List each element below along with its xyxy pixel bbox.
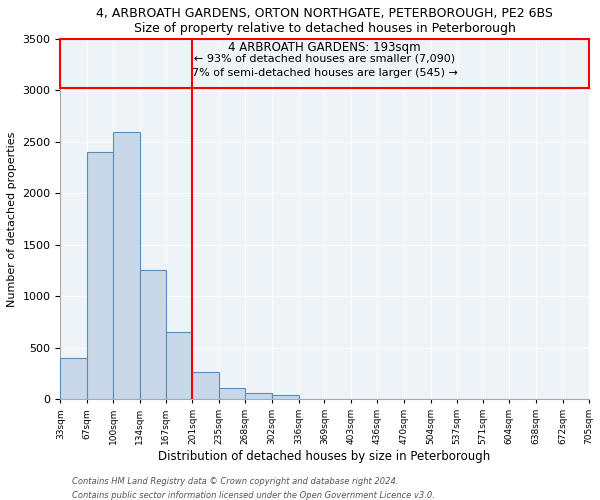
Text: 7% of semi-detached houses are larger (545) →: 7% of semi-detached houses are larger (5… [191,68,457,78]
X-axis label: Distribution of detached houses by size in Peterborough: Distribution of detached houses by size … [158,450,491,463]
Bar [140,270,166,399]
Bar [61,39,589,88]
Bar [219,388,245,399]
Title: 4, ARBROATH GARDENS, ORTON NORTHGATE, PETERBOROUGH, PE2 6BS
Size of property rel: 4, ARBROATH GARDENS, ORTON NORTHGATE, PE… [96,7,553,35]
Bar [61,358,87,399]
Bar [87,152,113,399]
Text: Contains HM Land Registry data © Crown copyright and database right 2024.
Contai: Contains HM Land Registry data © Crown c… [72,478,435,500]
Bar [113,132,140,399]
Y-axis label: Number of detached properties: Number of detached properties [7,132,17,306]
Text: 4 ARBROATH GARDENS: 193sqm: 4 ARBROATH GARDENS: 193sqm [228,40,421,54]
Bar [245,394,272,399]
Bar [272,396,299,399]
Bar [166,332,193,399]
Text: ← 93% of detached houses are smaller (7,090): ← 93% of detached houses are smaller (7,… [194,54,455,64]
Bar [193,372,219,399]
